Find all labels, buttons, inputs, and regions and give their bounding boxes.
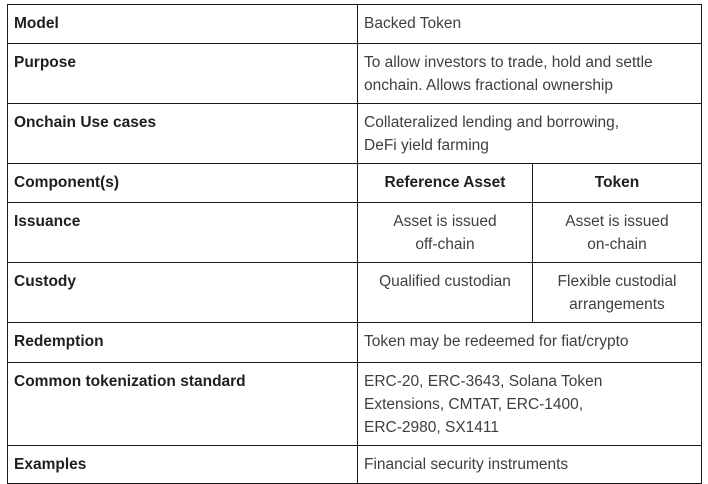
standards-label: Common tokenization standard <box>7 362 358 446</box>
redemption-label: Redemption <box>7 322 358 363</box>
row-tokenization-standards: Common tokenization standard ERC-20, ERC… <box>7 362 702 446</box>
issuance-token-value: Asset is issued on-chain <box>532 202 702 263</box>
backed-token-spec-table: Model Backed Token Purpose To allow inve… <box>7 4 702 484</box>
model-label: Model <box>7 4 358 44</box>
issuance-reference-asset-value: Asset is issued off-chain <box>357 202 533 263</box>
custody-token-value: Flexible custodial arrangements <box>532 262 702 323</box>
row-redemption: Redemption Token may be redeemed for fia… <box>7 322 702 363</box>
components-label: Component(s) <box>7 163 358 203</box>
redemption-value: Token may be redeemed for fiat/crypto <box>357 322 702 363</box>
use-cases-value: Collateralized lending and borrowing, De… <box>357 103 702 164</box>
components-token-header: Token <box>532 163 702 203</box>
issuance-label: Issuance <box>7 202 358 263</box>
use-cases-label: Onchain Use cases <box>7 103 358 164</box>
components-reference-asset-header: Reference Asset <box>357 163 533 203</box>
standards-value: ERC-20, ERC-3643, Solana Token Extension… <box>357 362 702 446</box>
row-purpose: Purpose To allow investors to trade, hol… <box>7 43 702 104</box>
row-issuance: Issuance Asset is issued off-chain Asset… <box>7 202 702 263</box>
custody-reference-asset-value: Qualified custodian <box>357 262 533 323</box>
examples-label: Examples <box>7 445 358 484</box>
examples-value: Financial security instruments <box>357 445 702 484</box>
row-model: Model Backed Token <box>7 4 702 44</box>
purpose-label: Purpose <box>7 43 358 104</box>
row-components: Component(s) Reference Asset Token <box>7 163 702 203</box>
model-value: Backed Token <box>357 4 702 44</box>
custody-label: Custody <box>7 262 358 323</box>
row-onchain-use-cases: Onchain Use cases Collateralized lending… <box>7 103 702 164</box>
row-examples: Examples Financial security instruments <box>7 445 702 484</box>
row-custody: Custody Qualified custodian Flexible cus… <box>7 262 702 323</box>
purpose-value: To allow investors to trade, hold and se… <box>357 43 702 104</box>
